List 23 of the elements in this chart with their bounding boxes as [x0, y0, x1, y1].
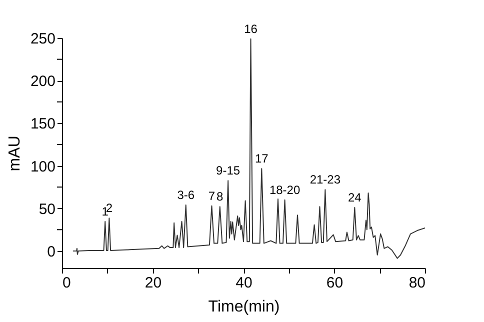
annotation: 8: [216, 190, 224, 204]
x-axis-title: Time(min): [208, 298, 280, 316]
annotation: 17: [254, 152, 269, 166]
annotation: 18-20: [269, 182, 300, 197]
annotation: 3-6: [177, 188, 195, 202]
y-tick-label: 150: [30, 116, 56, 133]
y-tick-label: 50: [38, 200, 56, 218]
annotation: 21-23: [310, 172, 341, 187]
x-tick-label: 40: [236, 274, 252, 292]
annotation: 24: [348, 190, 362, 205]
line-series: [72, 38, 425, 259]
y-tick-label: 250: [30, 30, 56, 48]
y-tick-label: 200: [30, 73, 56, 90]
x-tick-label: 0: [62, 274, 71, 292]
x-tick-label: 80: [408, 274, 426, 292]
annotation: 9-15: [216, 164, 240, 178]
annotation: 7: [208, 188, 216, 203]
x-tick-label: 60: [326, 274, 344, 292]
y-tick-label: 0: [47, 243, 56, 260]
x-tick-label: 20: [144, 274, 162, 292]
y-axis-title: mAU: [6, 136, 24, 172]
annotation: 16: [244, 22, 258, 36]
y-tick-label: 100: [30, 158, 56, 176]
